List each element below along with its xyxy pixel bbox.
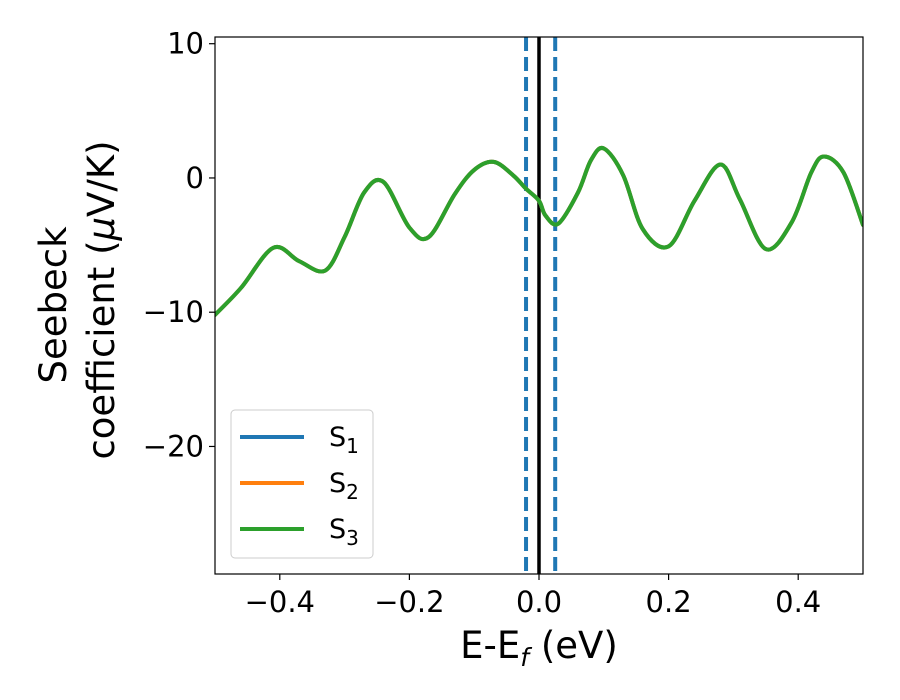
x-tick-label: −0.4: [245, 585, 315, 619]
legend: S1 S2 S3: [230, 409, 374, 559]
legend-label-s1: S1: [329, 422, 359, 458]
x-axis-title: E-Ef (eV): [460, 624, 618, 672]
x-tick-label: 0.4: [775, 585, 821, 619]
series-line-s3: [215, 145, 863, 317]
y-axis-title-line1: Seebeck: [32, 226, 75, 384]
x-tick-label: 0.0: [516, 585, 562, 619]
y-tick-label: −10: [143, 295, 204, 329]
y-axis-title-line2: coefficient (μV/K): [80, 140, 123, 459]
legend-label-s2: S2: [329, 468, 359, 504]
y-tick-label: 0: [186, 161, 204, 195]
x-tick-label: −0.2: [374, 585, 444, 619]
x-tick-label: 0.2: [646, 585, 692, 619]
legend-label-s3: S3: [329, 514, 359, 550]
y-tick-label: −20: [143, 429, 204, 463]
y-tick-label: 10: [167, 27, 204, 61]
